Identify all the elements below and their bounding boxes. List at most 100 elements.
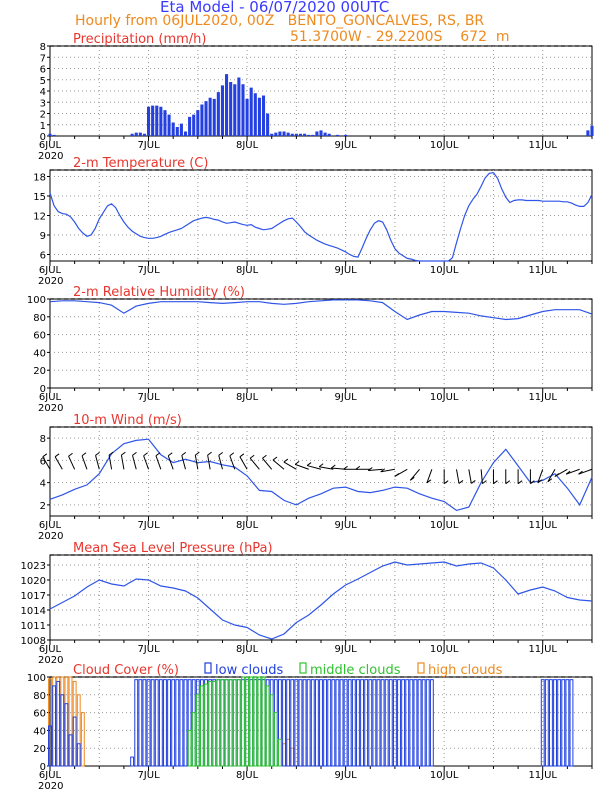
low-cloud-bar: [392, 679, 397, 767]
wind-barb-feather: [195, 451, 200, 456]
precip-bar: [315, 131, 319, 136]
middle-cloud-bar: [232, 679, 237, 767]
low-cloud-bar: [183, 679, 188, 767]
precip-bar: [171, 122, 175, 136]
wind-barb-feather: [155, 452, 161, 457]
low-cloud-bar: [397, 679, 401, 767]
x-tick-label: 7JUL: [137, 265, 160, 276]
y-tick-label: 100: [27, 673, 46, 684]
low-cloud-bar: [158, 679, 163, 767]
low-cloud-bar: [298, 679, 303, 767]
middle-cloud-bar: [269, 694, 274, 767]
low-cloud-bar: [167, 679, 172, 767]
y-tick-label: 80: [33, 313, 46, 324]
middle-cloud-bar: [249, 676, 254, 767]
wind-barb: [537, 469, 544, 483]
low-cloud-bar: [339, 679, 344, 767]
legend-label: low clouds: [215, 663, 284, 678]
low-cloud-bar: [294, 679, 299, 767]
precip-bar: [208, 97, 212, 136]
wind-barb: [331, 467, 346, 470]
temp-series-line: [49, 171, 593, 262]
low-cloud-bar: [569, 679, 574, 767]
precip-bar: [319, 130, 323, 136]
y-tick-label: 0: [40, 384, 46, 395]
wind-barb-feather: [181, 451, 187, 456]
low-cloud-bar: [540, 679, 545, 767]
wind-barb: [239, 456, 248, 470]
x-year-label: 2020: [38, 276, 63, 287]
precip-bar: [311, 134, 315, 136]
precip-bar: [163, 110, 167, 136]
y-tick-label: 20: [33, 744, 46, 755]
panel-frame: [49, 298, 593, 389]
wind-barb-feather: [380, 468, 386, 473]
x-tick-label: 10JUL: [430, 265, 459, 276]
middle-cloud-bar: [253, 676, 258, 767]
low-cloud-bar: [290, 679, 295, 767]
y-tick-label: 3: [40, 98, 46, 109]
y-tick-label: 1011: [21, 621, 46, 632]
low-cloud-bar: [154, 679, 159, 767]
middle-cloud-bar: [257, 676, 262, 767]
precip-bar: [257, 97, 261, 136]
low-cloud-bar: [146, 679, 151, 767]
y-tick-label: 1020: [21, 576, 46, 587]
wind-barb-feather: [505, 480, 511, 485]
y-tick-label: 6: [40, 456, 46, 467]
precip-bar: [188, 116, 192, 136]
low-cloud-bar: [175, 679, 180, 767]
middle-cloud-bar: [265, 685, 270, 767]
precip-bar: [590, 125, 594, 136]
panel-title: Cloud Cover (%): [73, 663, 179, 678]
wind-barb-feather: [318, 463, 324, 468]
wind-barb-feather: [272, 456, 278, 461]
precip-bar: [266, 113, 270, 136]
precip-bar: [294, 133, 298, 136]
precip-bar: [298, 133, 303, 136]
panel-frame: [49, 676, 593, 767]
precip-bar: [175, 127, 179, 136]
y-tick-label: 15: [33, 192, 46, 203]
low-cloud-bar: [417, 679, 422, 767]
low-cloud-bar: [421, 679, 426, 767]
x-tick-label: 8JUL: [236, 140, 259, 151]
y-tick-label: 40: [33, 726, 46, 737]
middle-cloud-bar: [212, 680, 217, 767]
x-tick-label: 6JUL: [39, 644, 62, 655]
precip-bar: [216, 92, 220, 136]
wind-barb: [132, 455, 137, 470]
wind-barb: [380, 468, 395, 473]
y-tick-label: 1017: [21, 591, 46, 602]
x-year-label: 2020: [38, 531, 63, 542]
x-tick-label: 6JUL: [39, 392, 62, 403]
wind-barb: [578, 468, 593, 475]
low-cloud-bar: [310, 679, 315, 767]
low-cloud-bar: [368, 679, 373, 767]
wind-barb: [143, 455, 150, 470]
x-tick-label: 8JUL: [236, 644, 259, 655]
precip-bar: [225, 74, 229, 136]
x-tick-label: 9JUL: [335, 520, 358, 531]
x-tick-label: 9JUL: [335, 140, 358, 151]
wind-barb-feather: [95, 451, 100, 456]
precip-bar: [134, 132, 138, 136]
wind-barb: [319, 466, 334, 470]
wind-barb-feather: [81, 452, 87, 457]
legend-label: middle clouds: [310, 663, 401, 678]
precip-bar: [249, 87, 253, 136]
wind-barb: [42, 456, 51, 470]
x-year-label: 2020: [38, 655, 63, 666]
wind-barb-feather: [283, 458, 289, 463]
precip-bar: [204, 101, 208, 136]
low-cloud-bar: [553, 679, 557, 767]
y-tick-label: 60: [33, 331, 46, 342]
x-tick-label: 10JUL: [430, 140, 459, 151]
low-cloud-bar: [282, 679, 286, 767]
low-cloud-bar: [302, 679, 307, 767]
middle-cloud-bar: [220, 679, 225, 767]
low-cloud-bar: [327, 679, 332, 767]
low-cloud-bar: [335, 679, 340, 767]
low-cloud-bar: [72, 716, 77, 767]
